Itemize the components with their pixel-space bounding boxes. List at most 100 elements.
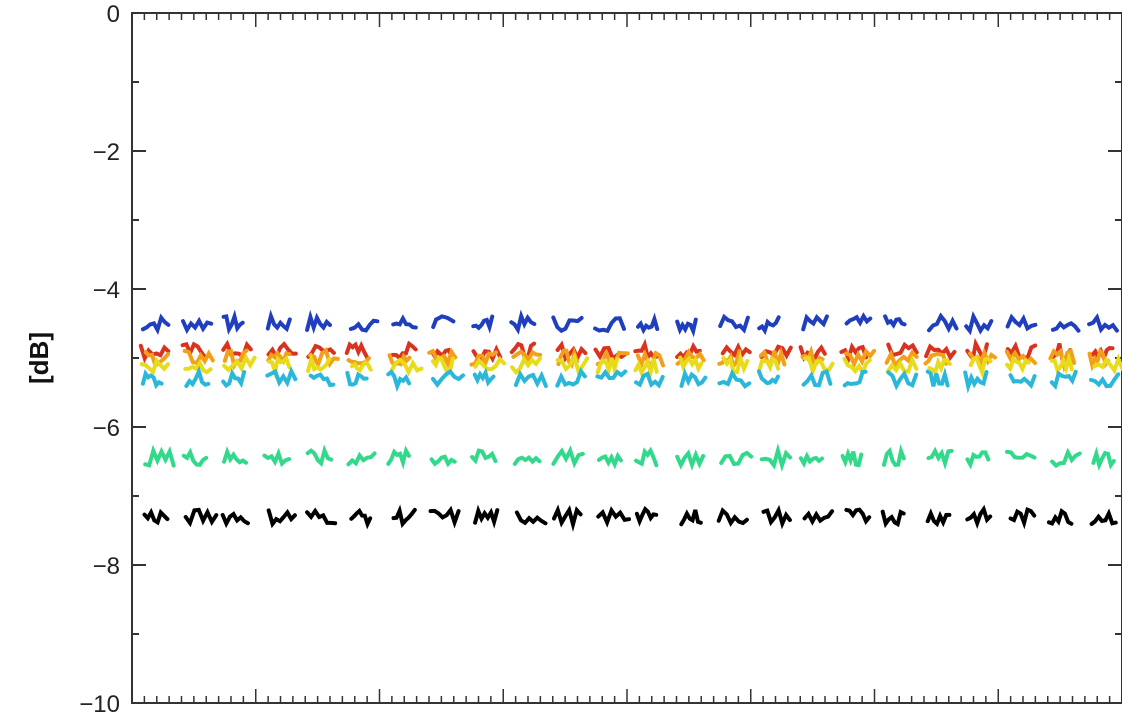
series-segment: [222, 446, 248, 465]
series-segment: [1050, 320, 1081, 333]
series-segment: [880, 509, 906, 529]
series-segment: [718, 313, 750, 334]
series-segment: [965, 450, 991, 470]
series-segment: [184, 365, 211, 388]
series-segment: [679, 509, 703, 527]
series-segment: [345, 370, 369, 387]
series-segment: [390, 340, 418, 361]
series-segment: [840, 447, 864, 468]
series-segment: [470, 448, 498, 465]
series-segment: [965, 504, 993, 529]
series-segment: [183, 359, 213, 375]
y-tick-label: −6: [93, 415, 120, 442]
series-segment: [555, 352, 590, 378]
series-segment: [429, 454, 457, 468]
series-segment: [143, 444, 176, 468]
series-segment: [1008, 506, 1037, 530]
series-segment: [757, 369, 780, 386]
series-segment: [1046, 508, 1074, 526]
series-segment: [220, 511, 250, 529]
series-segment: [350, 359, 373, 373]
series-segment: [1092, 353, 1122, 375]
x-axis-ticks: [131, 13, 1122, 703]
series-segment: [1089, 508, 1118, 526]
series-segment: [265, 309, 292, 333]
y-tick-label: −4: [93, 277, 120, 304]
series-segment: [267, 354, 292, 380]
series-segment: [221, 368, 247, 389]
series-segment: [716, 507, 749, 527]
series-segment: [306, 343, 336, 359]
series-segment: [142, 507, 170, 526]
series-0: [140, 309, 1119, 338]
y-axis-ticks: 0 −2 −4 −6 −8 −10: [79, 1, 1122, 713]
series-5: [143, 443, 1116, 472]
series-segment: [183, 507, 219, 528]
series-segment: [1005, 355, 1031, 374]
series-segment: [308, 372, 336, 388]
series-segment: [925, 367, 950, 388]
series-segment: [511, 349, 543, 364]
series-segment: [512, 454, 542, 466]
series-2: [143, 344, 1111, 374]
series-segment: [1050, 447, 1082, 469]
series-segment: [844, 507, 872, 526]
series-segment: [140, 369, 164, 390]
series-segment: [597, 451, 623, 470]
series-segment: [596, 506, 631, 528]
series-segment: [927, 312, 959, 334]
series-segment: [386, 369, 412, 393]
series-segment: [389, 357, 424, 377]
series-segment: [344, 340, 370, 360]
series-segment: [1049, 351, 1074, 375]
series-segment: [593, 316, 626, 334]
series-segment: [595, 356, 620, 377]
series-segment: [348, 318, 380, 333]
series-segment: [551, 315, 584, 334]
series-segment: [138, 343, 171, 364]
series-segment: [1005, 449, 1037, 460]
series-segment: [473, 504, 500, 529]
series-segment: [428, 505, 461, 529]
series-segment: [266, 349, 292, 366]
series-segment: [883, 314, 907, 329]
series-segment: [842, 369, 868, 388]
series-segment: [221, 339, 253, 360]
series-segment: [801, 313, 829, 332]
series-segment: [308, 347, 340, 371]
series-segment: [720, 342, 752, 359]
series-segment: [926, 446, 954, 470]
series-segment: [386, 445, 411, 470]
series-segment: [306, 351, 332, 373]
series-segment: [844, 312, 873, 327]
series-segment: [1091, 446, 1116, 471]
series-segment: [221, 309, 245, 335]
series-segment: [510, 355, 542, 376]
series-segment: [1087, 313, 1119, 334]
series-segment: [391, 314, 418, 330]
y-tick-label: −10: [79, 691, 120, 713]
series-segment: [842, 357, 872, 377]
series-segment: [636, 312, 660, 335]
series-segment: [721, 351, 750, 375]
series-segment: [472, 367, 496, 387]
series-segment: [513, 369, 548, 389]
series-segment: [802, 509, 835, 526]
series-segment: [473, 355, 506, 372]
series-segment: [844, 347, 877, 370]
series-segment: [923, 351, 948, 366]
series-segment: [349, 507, 373, 530]
series-segment: [801, 369, 833, 388]
series-segment: [800, 344, 825, 366]
series-segment: [552, 504, 583, 533]
series-segment: [266, 341, 298, 362]
series-segment: [1049, 369, 1078, 391]
data-series: [138, 309, 1122, 533]
series-6: [142, 504, 1118, 533]
series-segment: [927, 356, 952, 377]
series-segment: [387, 352, 412, 367]
series-segment: [679, 367, 708, 388]
series-segment: [514, 510, 548, 526]
series-segment: [181, 316, 214, 335]
